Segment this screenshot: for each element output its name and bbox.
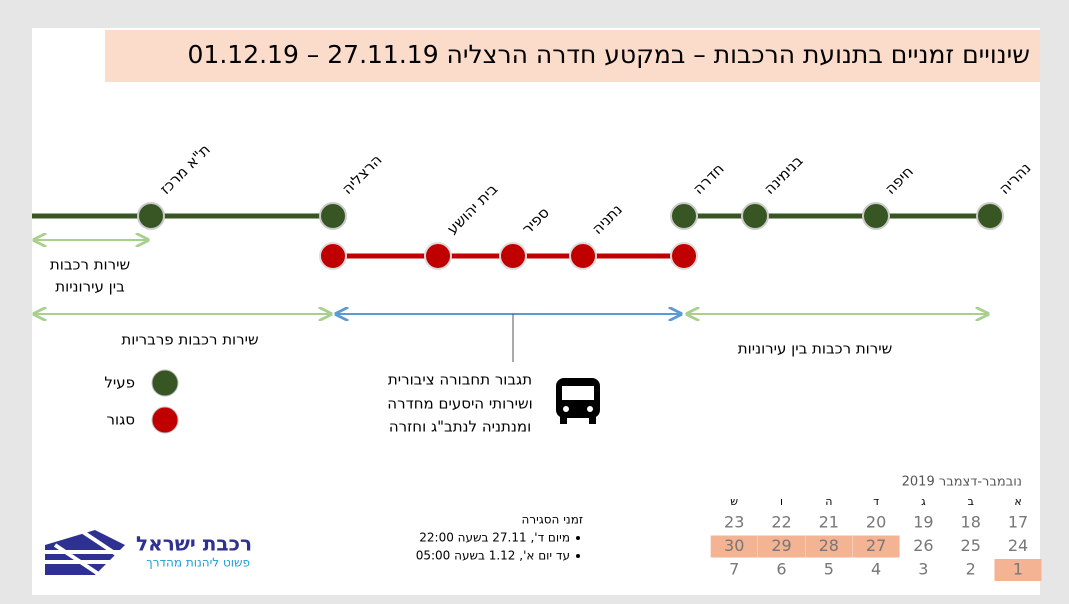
calendar-day: 24 [1008,536,1028,555]
closure-item: מיום ד', 27.11 בשעה 22:00 [419,531,570,545]
title: שינויים זמניים בתנועת הרכבות – במקטע חדר… [188,40,1030,69]
service-label: בין עירוניות [55,278,125,296]
station-active [976,202,1004,230]
calendar-day: 29 [771,536,791,555]
weekday: ד [873,495,879,508]
calendar-day: 19 [913,513,933,532]
station-closed [670,242,698,270]
closure-heading: זמני הסגירה [522,513,583,527]
title-bar [105,30,1040,82]
calendar-day: 4 [871,560,881,579]
weekday: ג [921,495,926,508]
station-closed [424,242,452,270]
slide [32,28,1040,595]
calendar-day: 1 [1013,560,1023,579]
calendar-day: 5 [824,560,834,579]
calendar-highlight [805,535,853,558]
calendar-day: 18 [961,513,981,532]
station-active [670,202,698,230]
bullet [576,536,580,540]
station-closed [499,242,527,270]
weekday: ש [730,495,738,508]
legend-closed [151,406,179,434]
calendar-day: 22 [771,513,791,532]
legend-label: פעיל [104,374,135,392]
bus-icon [556,378,600,424]
logo [45,528,127,577]
weekday: א [1014,495,1021,508]
bus-text: ומנתניה לנתב"ג וחזרה [389,418,531,436]
calendar-day: 3 [918,560,928,579]
calendar-day: 21 [819,513,839,532]
calendar-day: 28 [819,536,839,555]
calendar-day: 25 [961,536,981,555]
calendar-day: 27 [866,536,886,555]
calendar-day: 17 [1008,513,1028,532]
calendar-highlight [758,535,805,558]
calendar-day: 30 [724,536,744,555]
station-closed [569,242,597,270]
service-label: שירות רכבות [50,256,130,274]
bullet [576,554,580,558]
calendar-highlight [994,559,1042,581]
service-label: שירות רכבות פרבריות [121,331,258,349]
station-active [137,202,165,230]
calendar-day: 20 [866,513,886,532]
bus-text: ושירותי היסעים מחדרה [387,395,532,413]
station-closed [319,242,347,270]
calendar-highlight [852,535,900,558]
weekday: ב [968,495,974,508]
logo-slogan: פשוט ליהנות מהדרך [146,556,250,570]
calendar-highlight [710,535,758,558]
station-active [862,202,890,230]
closure-item: עד יום א', 1.12 בשעה 05:00 [416,549,570,563]
calendar-day: 7 [729,560,739,579]
calendar-day: 23 [724,513,744,532]
station-active [319,202,347,230]
calendar-day: 2 [966,560,976,579]
service-label: שירות רכבות בין עירוניות [738,340,892,358]
logo-name: רכבת ישראל [136,532,252,556]
station-active [741,202,769,230]
weekday: ה [825,495,832,508]
legend-active [151,369,179,397]
calendar-title: נובמבר-דצמבר 2019 [902,475,1022,490]
legend-label: סגור [107,411,135,429]
bus-text: תגבור תחבורה ציבורית [388,371,532,389]
weekday: ו [780,495,783,508]
calendar-day: 6 [776,560,786,579]
calendar-day: 26 [913,536,933,555]
